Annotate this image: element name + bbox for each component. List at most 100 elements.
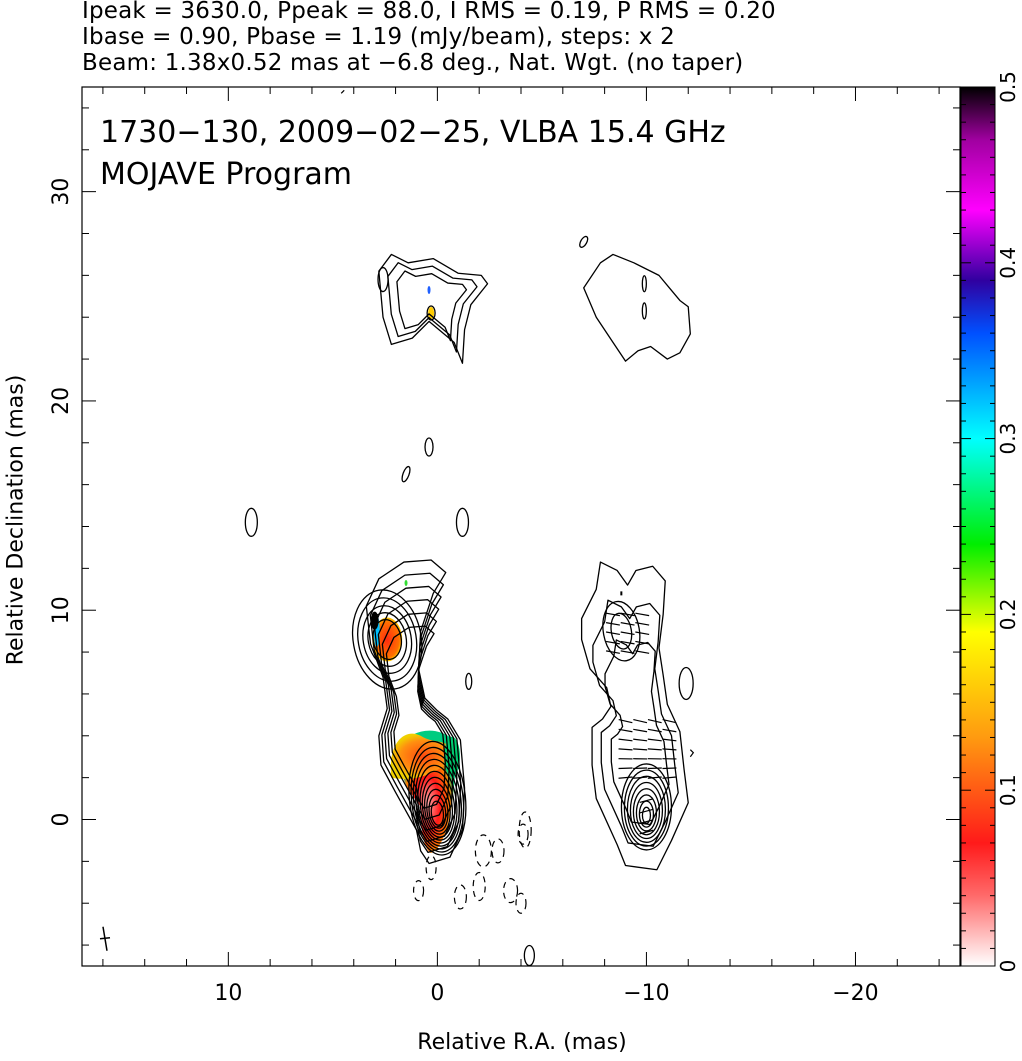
colorbar-scale: [960, 86, 996, 967]
x-axis-label: Relative R.A. (mas): [417, 1030, 627, 1055]
evpa-vector: [620, 640, 635, 645]
jet-envelope-contour: [369, 572, 462, 854]
fractional-polarization-fills: [370, 286, 461, 853]
y-tick-label: 30: [49, 178, 74, 206]
negative-contour: [491, 838, 505, 864]
plot-frame: [81, 86, 961, 967]
core-contour: [426, 788, 449, 832]
colorbar-tick-label: 0.3: [996, 423, 1020, 455]
core-contour: [428, 794, 447, 829]
evpa-vector: [647, 738, 662, 742]
negative-contour: [425, 855, 437, 881]
polarized-core-contour: [623, 769, 670, 847]
northern-component-contour: [378, 253, 489, 364]
evpa-vector: [605, 622, 620, 626]
knot-contour: [367, 612, 408, 667]
northern-component-contour: [426, 305, 436, 321]
knot-contour: [372, 619, 403, 661]
negative-contour: [502, 878, 519, 904]
jet-spot-fill: [404, 580, 408, 587]
evpa-vector: [635, 650, 650, 654]
header-beam-info: Beam: 1.38x0.52 mas at −6.8 deg., Nat. W…: [82, 50, 744, 76]
evpa-vector: [618, 738, 633, 742]
evpa-vector: [662, 728, 677, 733]
colorbar-tick-label: 0.5: [996, 71, 1020, 103]
x-tick-label: −10: [623, 981, 669, 1006]
evpa-vector: [633, 718, 648, 724]
evpa-vector: [647, 728, 662, 733]
evpa-vector: [620, 631, 635, 636]
isolated-blob-contour: [401, 465, 411, 483]
colorbar-tick-label: 0.2: [996, 598, 1020, 630]
evpa-vector: [633, 776, 648, 779]
polarized-fragment-contour: [689, 749, 695, 758]
evpa-vector: [620, 622, 635, 626]
evpa-vector: [633, 748, 648, 751]
evpa-vector: [662, 748, 677, 751]
evpa-vector: [618, 728, 633, 733]
jet-envelope-contour: [377, 599, 454, 831]
evpa-vector: [639, 798, 654, 804]
northern-component-contour: [387, 262, 478, 353]
polarized-northern-contour: [641, 302, 647, 320]
inner-jet-polarization-fill: [390, 733, 457, 779]
knot-contour: [351, 589, 423, 690]
evpa-vector: [635, 612, 650, 617]
colorbar: 0 0.1 0.2 0.3 0.4 0.5: [960, 71, 1020, 973]
evpa-vector: [618, 748, 633, 751]
y-tick-label: 10: [49, 596, 74, 624]
northern-component-contour: [377, 266, 389, 293]
y-tick-label: 0: [49, 813, 74, 827]
evpa-vector: [605, 650, 620, 654]
evpa-vector: [647, 776, 662, 779]
negative-contour: [515, 892, 527, 914]
negative-contour: [474, 834, 492, 868]
x-tick-label: 0: [430, 981, 444, 1006]
edge-contour-fragment: [340, 89, 345, 94]
polarized-envelope-contour: [580, 561, 689, 871]
core-contour: [430, 800, 445, 826]
colorbar-tick-label: 0.4: [996, 247, 1020, 279]
knot-contour: [357, 597, 418, 682]
core-contour: [412, 752, 463, 850]
evpa-vector: [620, 650, 635, 654]
header-intensity-stats: Ipeak = 3630.0, Ppeak = 88.0, I RMS = 0.…: [82, 0, 776, 24]
evpa-vector: [635, 640, 650, 645]
jet-envelope-contour: [381, 612, 450, 820]
contour-lines: [244, 89, 695, 967]
y-tick-label: 20: [49, 387, 74, 415]
negative-contour: [518, 811, 532, 849]
northern-component-contour: [396, 270, 468, 342]
evpa-vector: [662, 718, 677, 724]
evpa-vector: [633, 728, 648, 733]
isolated-blob-contour: [523, 944, 536, 967]
axis-ticks: [82, 87, 960, 966]
evpa-vector: [618, 776, 633, 779]
negative-contour: [517, 823, 529, 845]
northern-knot-edge-fill: [427, 286, 431, 295]
axis-tick-labels: 10 0 −10 −20 0 10 20 30: [49, 178, 879, 1006]
jet-envelope-contour: [373, 585, 458, 842]
colorbar-tick-label: 0: [996, 960, 1020, 973]
polarization-vectors: [99, 612, 677, 951]
negative-contour: [412, 880, 425, 902]
evpa-vector: [662, 738, 677, 742]
evpa-vector: [605, 612, 620, 617]
negative-contour: [472, 871, 486, 902]
evpa-vector: [662, 776, 677, 779]
polarized-core-contour: [641, 806, 652, 824]
isolated-blob-contour: [244, 507, 258, 537]
evpa-vector: [635, 622, 650, 626]
evpa-vector: [639, 829, 654, 835]
plot-border: [81, 86, 961, 967]
polarized-northern-contour: [641, 275, 647, 293]
polarized-blob-contour: [678, 666, 694, 701]
plot-title: 1730−130, 2009−02−25, VLBA 15.4 GHz: [100, 115, 726, 150]
evpa-vector: [633, 738, 648, 742]
polarized-envelope-contour: [604, 639, 670, 826]
evpa-vector: [620, 612, 635, 617]
polarized-core-contour: [632, 788, 661, 836]
polarized-northern-contour: [579, 235, 589, 248]
polarized-northern-contour: [583, 253, 691, 362]
